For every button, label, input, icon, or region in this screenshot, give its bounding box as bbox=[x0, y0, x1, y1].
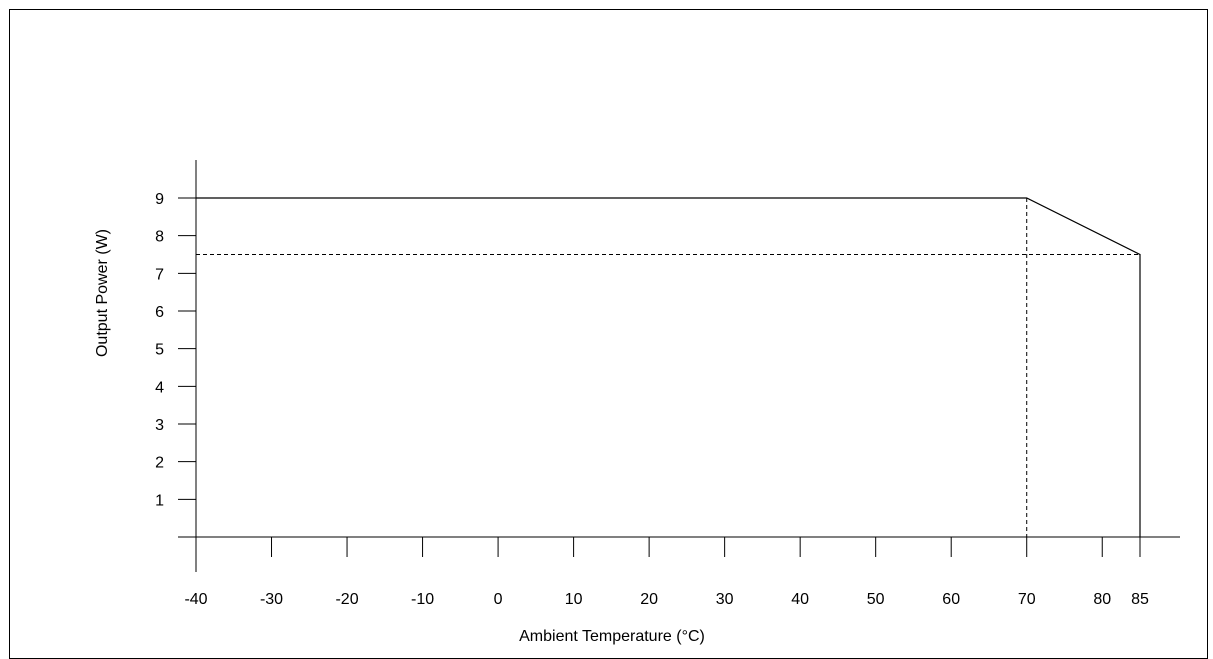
reference-lines bbox=[196, 198, 1140, 537]
x-tick-label: 80 bbox=[1093, 591, 1111, 608]
y-tick-label: 3 bbox=[155, 417, 164, 434]
x-tick-label: 0 bbox=[494, 591, 503, 608]
x-tick-label: -10 bbox=[411, 591, 434, 608]
x-tick-label: 30 bbox=[716, 591, 734, 608]
axes bbox=[178, 160, 1180, 572]
chart-frame bbox=[9, 9, 1208, 659]
x-tick-label: 85 bbox=[1131, 591, 1149, 608]
x-tick-label: 70 bbox=[1018, 591, 1036, 608]
y-tick-label: 4 bbox=[155, 379, 164, 396]
x-tick-label: 50 bbox=[867, 591, 885, 608]
x-tick-label: -20 bbox=[335, 591, 358, 608]
x-tick-label: 20 bbox=[640, 591, 658, 608]
y-tick-label: 8 bbox=[155, 229, 164, 246]
series-lines bbox=[196, 197, 1141, 537]
y-tick-label: 1 bbox=[155, 492, 164, 509]
y-tick-label: 7 bbox=[155, 266, 164, 283]
x-tick-label: 10 bbox=[565, 591, 583, 608]
y-axis-ticks: 1 2 3 4 5 6 7 8 9 bbox=[155, 191, 196, 509]
y-tick-label: 9 bbox=[155, 191, 164, 208]
y-axis-label: Output Power (W) bbox=[94, 229, 111, 357]
y-tick-label: 6 bbox=[155, 304, 164, 321]
y-tick-label: 5 bbox=[155, 342, 164, 359]
x-axis-label: Ambient Temperature (°C) bbox=[519, 628, 705, 645]
y-tick-label: 2 bbox=[155, 455, 164, 472]
x-tick-label: 60 bbox=[942, 591, 960, 608]
x-tick-label: -40 bbox=[184, 591, 207, 608]
x-tick-label: -30 bbox=[260, 591, 283, 608]
derating-curve-line bbox=[196, 197, 1141, 537]
x-axis-ticks: -40 -30 -20 -10 0 10 20 30 40 50 60 70 80 85 bbox=[184, 537, 1149, 608]
x-tick-label: 40 bbox=[791, 591, 809, 608]
